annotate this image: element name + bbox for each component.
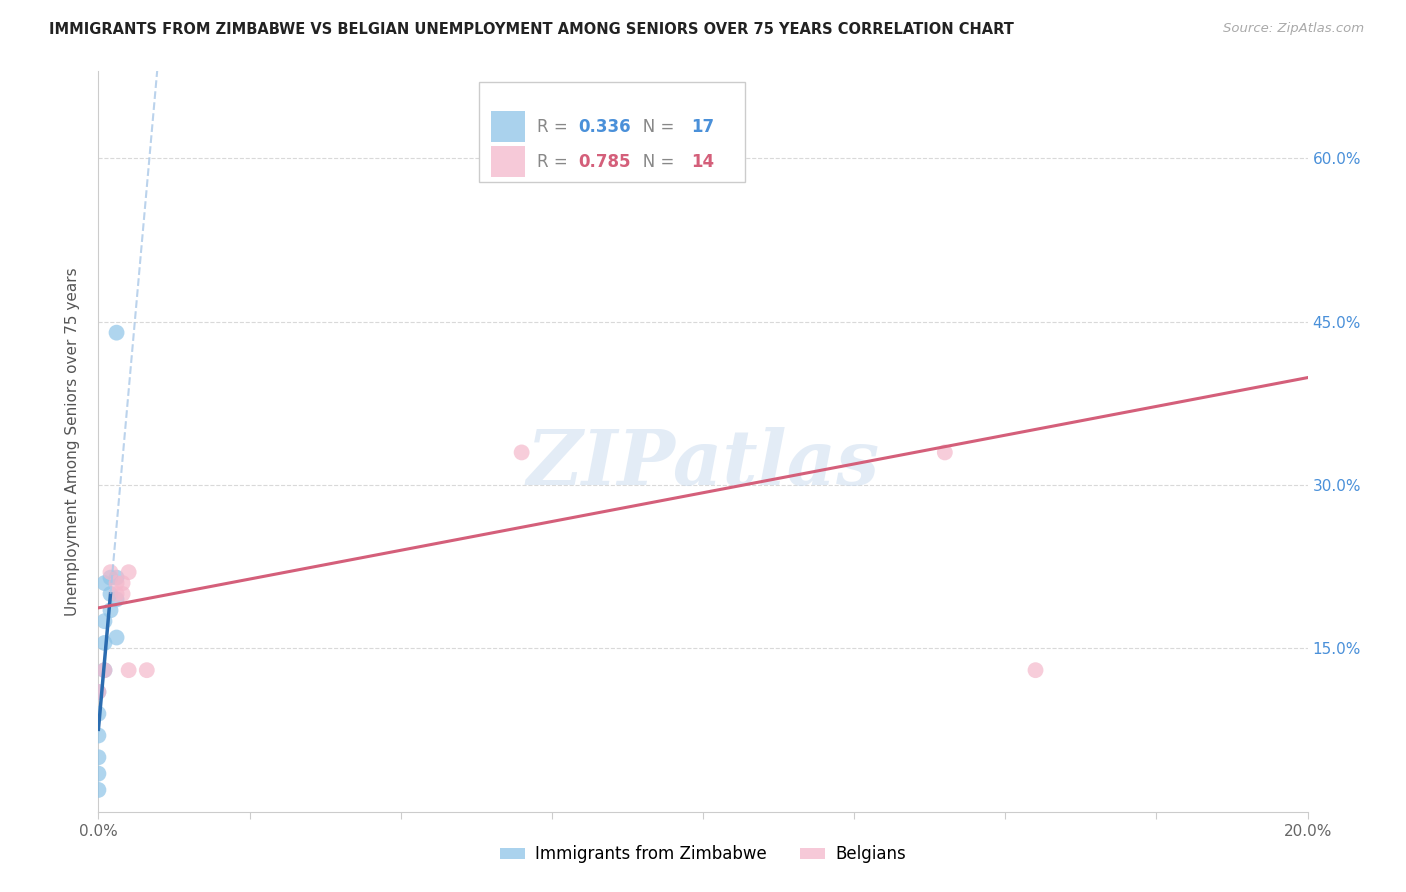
Text: R =: R =	[537, 153, 574, 170]
Text: ZIPatlas: ZIPatlas	[526, 426, 880, 500]
FancyBboxPatch shape	[479, 82, 745, 183]
Point	[87, 706, 110, 721]
Point	[118, 663, 141, 677]
Bar	[492, 112, 526, 143]
Point	[87, 783, 110, 797]
Text: N =: N =	[627, 153, 679, 170]
Point	[100, 587, 122, 601]
Point	[93, 636, 115, 650]
Point	[100, 571, 122, 585]
Bar	[492, 146, 526, 178]
Y-axis label: Unemployment Among Seniors over 75 years: Unemployment Among Seniors over 75 years	[65, 268, 80, 615]
Legend: Immigrants from Zimbabwe, Belgians: Immigrants from Zimbabwe, Belgians	[494, 838, 912, 870]
Point	[118, 565, 141, 579]
Point	[111, 576, 134, 591]
Point	[105, 631, 128, 645]
Point	[93, 663, 115, 677]
Point	[87, 750, 110, 764]
Point	[111, 587, 134, 601]
Point	[87, 729, 110, 743]
Point	[100, 603, 122, 617]
Point	[93, 614, 115, 628]
Point	[87, 685, 110, 699]
Text: 0.336: 0.336	[578, 118, 631, 136]
Point	[93, 576, 115, 591]
Point	[105, 571, 128, 585]
Text: R =: R =	[537, 118, 574, 136]
Text: Source: ZipAtlas.com: Source: ZipAtlas.com	[1223, 22, 1364, 36]
Point	[934, 445, 956, 459]
Point	[87, 685, 110, 699]
Text: 0.785: 0.785	[578, 153, 631, 170]
Point	[510, 445, 533, 459]
Point	[93, 663, 115, 677]
Point	[692, 152, 714, 166]
Text: 17: 17	[690, 118, 714, 136]
Text: IMMIGRANTS FROM ZIMBABWE VS BELGIAN UNEMPLOYMENT AMONG SENIORS OVER 75 YEARS COR: IMMIGRANTS FROM ZIMBABWE VS BELGIAN UNEM…	[49, 22, 1014, 37]
Point	[105, 592, 128, 607]
Point	[1024, 663, 1046, 677]
Text: 14: 14	[690, 153, 714, 170]
Point	[105, 326, 128, 340]
Point	[100, 565, 122, 579]
Point	[105, 576, 128, 591]
Point	[87, 766, 110, 780]
Point	[135, 663, 157, 677]
Text: N =: N =	[627, 118, 679, 136]
Point	[105, 587, 128, 601]
